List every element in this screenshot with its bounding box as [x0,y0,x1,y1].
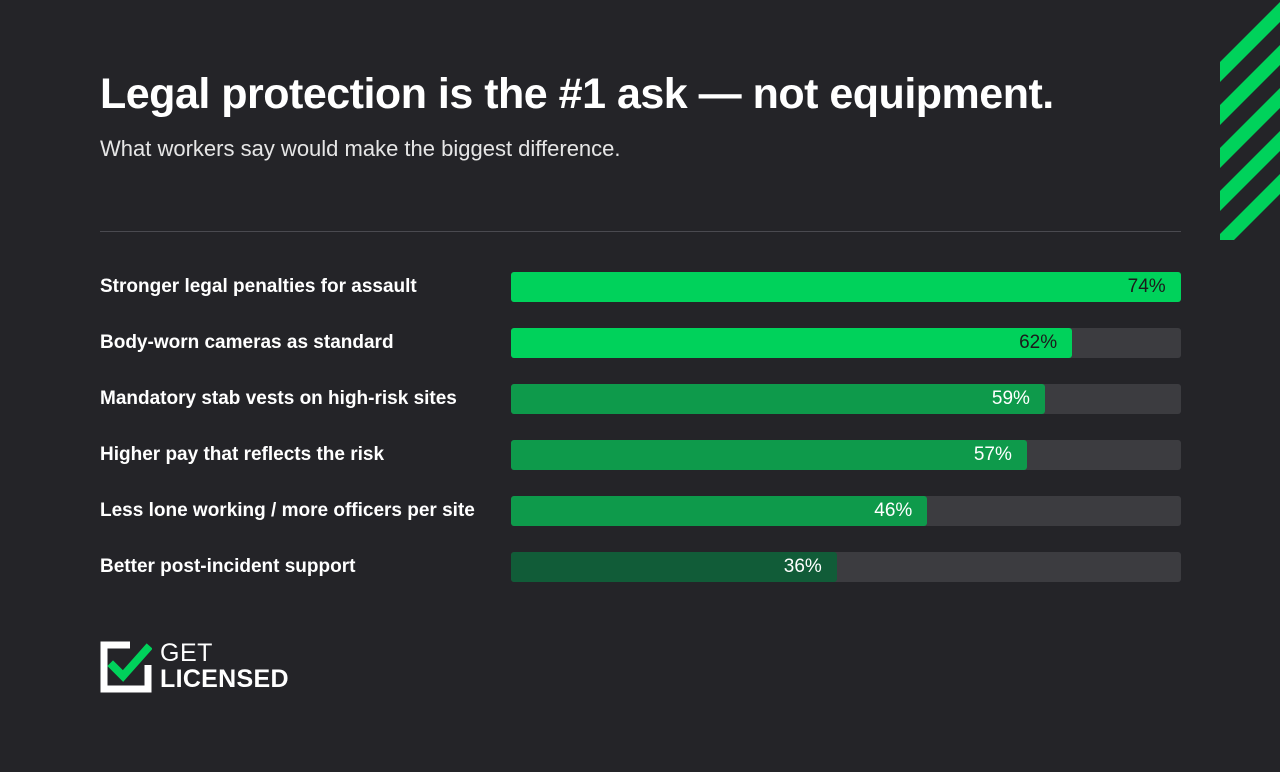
get-licensed-logo: GET LICENSED [100,639,300,693]
category-label: Mandatory stab vests on high-risk sites [100,388,457,409]
category-label: Better post-incident support [100,556,356,577]
decorative-stripes [1220,2,1280,240]
bar [511,272,1181,302]
category-label: Less lone working / more officers per si… [100,500,475,521]
chart-title: Legal protection is the #1 ask — not equ… [100,70,1054,118]
bar-track: 59% [511,384,1181,414]
bar-row: Higher pay that reflects the risk 57% [0,440,1280,470]
category-label: Body-worn cameras as standard [100,332,394,353]
bar-row: Mandatory stab vests on high-risk sites 5… [0,384,1280,414]
bar-track: 57% [511,440,1181,470]
chart-subtitle: What workers say would make the biggest … [100,136,621,161]
bar-value-label: 74% [1127,276,1166,297]
bar-value-label: 59% [991,388,1030,409]
bar-value-label: 57% [973,444,1012,465]
bar-track: 36% [511,552,1181,582]
bar [511,552,837,582]
bar-value-label: 46% [874,500,913,521]
logo-text-get: GET [160,639,213,667]
bar-value-label: 62% [1019,332,1058,353]
bar [511,440,1027,470]
bar [511,328,1073,358]
bar-row: Better post-incident support 36% [0,552,1280,582]
bar-track: 46% [511,496,1181,526]
bar-row: Body-worn cameras as standard 62% [0,328,1280,358]
divider [100,231,1181,232]
category-label: Higher pay that reflects the risk [100,444,385,465]
bar-value-label: 36% [783,556,822,577]
category-label: Stronger legal penalties for assault [100,276,417,297]
bar-row: Less lone working / more officers per si… [0,496,1280,526]
bar [511,384,1045,414]
logo-text-licensed: LICENSED [160,665,289,693]
bar [511,496,928,526]
bar-track: 74% [511,272,1181,302]
checkmark-box-icon [100,641,152,693]
bar-row: Stronger legal penalties for assault 74% [0,272,1280,302]
bar-track: 62% [511,328,1181,358]
